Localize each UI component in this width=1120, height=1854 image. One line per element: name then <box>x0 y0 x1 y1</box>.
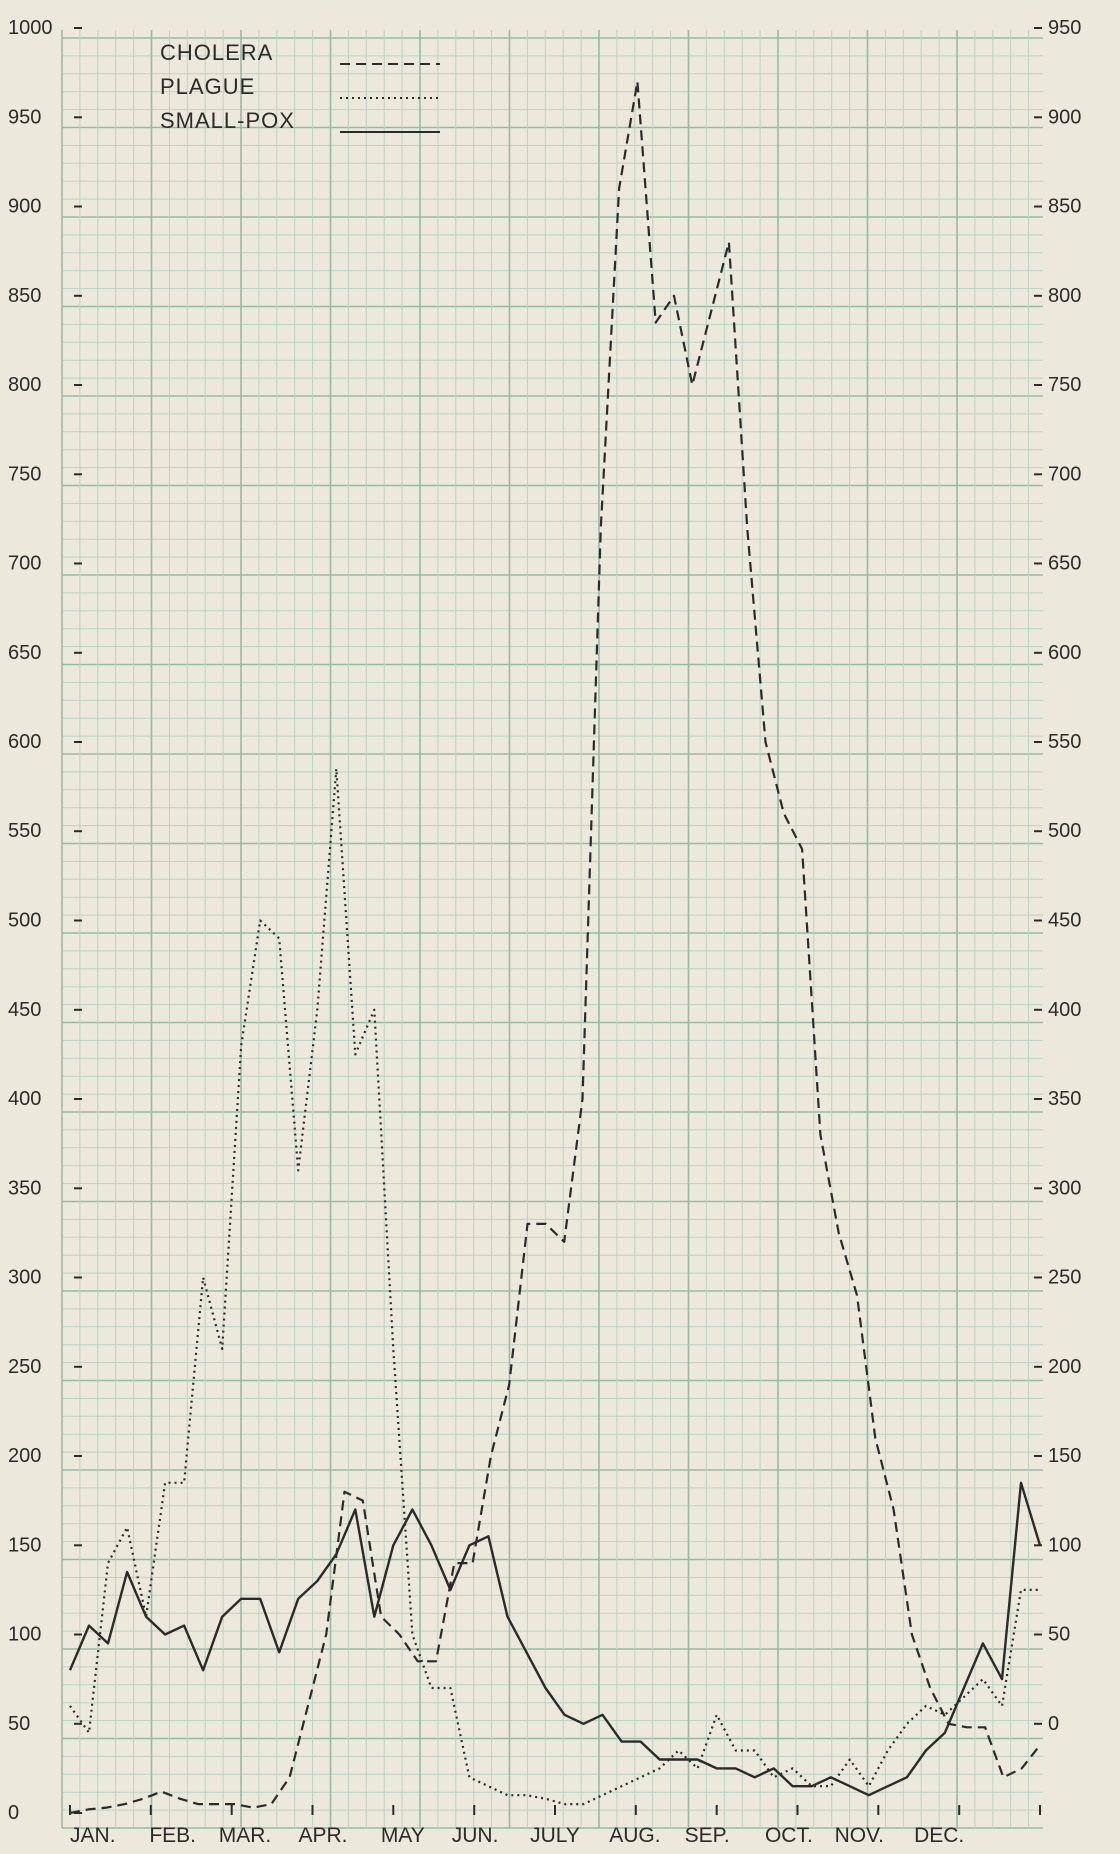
y-tick-label-left: 450 <box>8 999 41 1021</box>
y-tick-label-left: 250 <box>8 1356 41 1378</box>
x-tick-label: SEP. <box>685 1824 730 1847</box>
y-tick-label-left: 600 <box>8 731 41 753</box>
y-tick-label-left: 850 <box>8 285 41 307</box>
y-tick-label-right: 750 <box>1048 374 1081 396</box>
legend-label-cholera: CHOLERA <box>160 40 273 65</box>
y-tick-label-right: 600 <box>1048 642 1081 664</box>
y-tick-label-left: 900 <box>8 196 41 218</box>
legend-label-plague: PLAGUE <box>160 74 255 99</box>
y-tick-label-left: 150 <box>8 1534 41 1556</box>
y-tick-label-right: 900 <box>1048 106 1081 128</box>
x-tick-label: FEB. <box>149 1824 196 1847</box>
y-tick-label-left: 0 <box>8 1802 19 1824</box>
y-tick-label-left: 50 <box>8 1713 30 1735</box>
y-tick-label-left: 300 <box>8 1267 41 1289</box>
y-tick-label-right: 550 <box>1048 731 1081 753</box>
y-tick-label-right: 700 <box>1048 463 1081 485</box>
y-tick-label-right: 0 <box>1048 1713 1059 1735</box>
y-tick-label-left: 650 <box>8 642 41 664</box>
series-line-small-pox <box>68 1481 1042 1797</box>
y-tick-label-right: 850 <box>1048 196 1081 218</box>
x-tick-label: DEC. <box>914 1824 964 1847</box>
y-tick-label-left: 350 <box>8 1177 41 1199</box>
y-tick-label-right: 300 <box>1048 1177 1081 1199</box>
x-tick-label: JAN. <box>70 1824 116 1847</box>
x-tick-label: JULY <box>530 1824 580 1847</box>
x-tick-label: OCT. <box>765 1824 813 1847</box>
y-tick-label-right: 500 <box>1048 820 1081 842</box>
y-tick-label-left: 100 <box>8 1624 41 1646</box>
grid <box>61 30 1043 1829</box>
axes: 0501001502002503003504004505005506006507… <box>8 17 1081 1847</box>
y-tick-label-left: 1000 <box>8 17 53 39</box>
y-tick-label-left: 700 <box>8 553 41 575</box>
y-tick-label-right: 250 <box>1048 1267 1081 1289</box>
series-line-cholera <box>69 80 1041 1815</box>
y-tick-label-right: 800 <box>1048 285 1081 307</box>
x-tick-label: MAR. <box>219 1824 272 1847</box>
x-tick-label: AUG. <box>609 1824 660 1847</box>
y-tick-label-left: 550 <box>8 820 41 842</box>
y-tick-label-right: 150 <box>1048 1445 1081 1467</box>
legend-label-small-pox: SMALL-POX <box>160 108 295 133</box>
series-line-plague <box>69 767 1040 1806</box>
series-lines <box>68 80 1042 1815</box>
y-tick-label-left: 800 <box>8 374 41 396</box>
x-tick-label: MAY <box>381 1824 425 1847</box>
y-tick-label-right: 650 <box>1048 553 1081 575</box>
y-tick-label-left: 200 <box>8 1445 41 1467</box>
y-tick-label-left: 400 <box>8 1088 41 1110</box>
x-tick-label: APR. <box>298 1824 347 1847</box>
y-tick-label-right: 200 <box>1048 1356 1081 1378</box>
y-tick-label-right: 100 <box>1048 1534 1081 1556</box>
y-tick-label-right: 400 <box>1048 999 1081 1021</box>
y-tick-label-left: 500 <box>8 910 41 932</box>
legend: CHOLERA PLAGUE SMALL-POX <box>160 40 440 133</box>
y-tick-label-left: 950 <box>8 106 41 128</box>
y-tick-label-left: 750 <box>8 463 41 485</box>
y-tick-label-right: 350 <box>1048 1088 1081 1110</box>
x-tick-label: JUN. <box>452 1824 499 1847</box>
y-tick-label-right: 50 <box>1048 1624 1070 1646</box>
y-tick-label-right: 450 <box>1048 910 1081 932</box>
y-tick-label-right: 950 <box>1048 17 1081 39</box>
x-tick-label: NOV. <box>835 1824 884 1847</box>
